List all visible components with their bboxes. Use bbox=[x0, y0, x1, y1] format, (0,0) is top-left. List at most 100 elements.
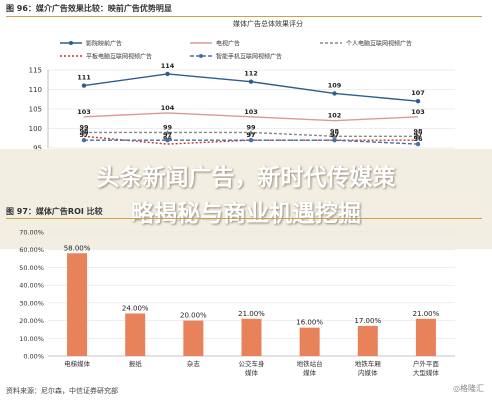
y-tick-label: 60.00% bbox=[19, 246, 44, 254]
data-point bbox=[415, 99, 421, 104]
data-point bbox=[332, 133, 337, 139]
data-point bbox=[332, 91, 337, 96]
data-point bbox=[415, 141, 421, 147]
data-label: 107 bbox=[411, 89, 425, 97]
category-label: 媒体 bbox=[303, 368, 317, 377]
figure1-title: 图 96：媒介广告效果比较：映前广告优势明显 bbox=[6, 4, 172, 13]
data-label: 97 bbox=[79, 131, 88, 139]
bar-value-label: 17.00% bbox=[354, 317, 381, 325]
figure2-title: 图 97：媒体广告ROI 比较 bbox=[6, 207, 103, 216]
legend-label: 影院映前广告 bbox=[86, 40, 122, 48]
legend-label: 个人电脑互联网视频广告 bbox=[346, 40, 412, 48]
bar bbox=[183, 320, 204, 356]
data-label: 98 bbox=[413, 127, 423, 135]
y-tick-label: 0.00% bbox=[23, 353, 44, 361]
line-chart-title: 媒体广告总体效果评分 bbox=[233, 19, 303, 28]
headline-line1: 头条新闻广告，新时代传媒策 bbox=[96, 165, 396, 191]
y-tick-label: 105 bbox=[29, 106, 42, 114]
data-point bbox=[415, 133, 421, 139]
data-point bbox=[81, 129, 87, 135]
category-label: 地铁车厢 bbox=[355, 359, 382, 368]
figure2-rule bbox=[6, 218, 482, 219]
data-label: 98 bbox=[79, 127, 89, 135]
data-point bbox=[248, 79, 254, 84]
category-label: 大型媒体 bbox=[413, 368, 440, 377]
bar bbox=[357, 325, 378, 356]
data-label: 103 bbox=[77, 108, 91, 116]
y-tick-label: 70.00% bbox=[19, 229, 44, 237]
article-headline[interactable]: 头条新闻广告，新时代传媒策 略揭秘与商业机遇挖掘 bbox=[0, 160, 492, 232]
data-label: 97 bbox=[163, 131, 172, 139]
data-point bbox=[248, 129, 254, 135]
line-chart: 媒体广告总体效果评分 影院映前广告 电视广告 个人电脑互联网视频广告平板电脑互联网视… bbox=[29, 19, 455, 153]
data-label: 111 bbox=[77, 74, 91, 82]
data-label: 97 bbox=[246, 131, 255, 139]
y-tick-label: 40.00% bbox=[19, 282, 44, 290]
data-point bbox=[165, 71, 170, 77]
data-label: 97 bbox=[330, 131, 339, 139]
bar-value-label: 58.00% bbox=[64, 244, 91, 252]
data-label: 102 bbox=[328, 112, 342, 120]
category-label: 杂志 bbox=[187, 359, 201, 368]
category-label: 公交车身 bbox=[239, 359, 266, 368]
legend-label: 电视广告 bbox=[216, 40, 240, 48]
series-line bbox=[84, 139, 419, 145]
y-tick-label: 10.00% bbox=[19, 335, 44, 343]
data-label: 104 bbox=[161, 104, 175, 112]
data-label: 99 bbox=[79, 123, 89, 131]
y-tick-label: 50.00% bbox=[19, 264, 44, 272]
legend-marker bbox=[199, 54, 203, 58]
data-label: 97 bbox=[413, 131, 422, 139]
data-point bbox=[165, 138, 170, 143]
bar bbox=[67, 253, 88, 356]
bar bbox=[415, 318, 436, 356]
bar bbox=[125, 313, 146, 356]
category-label: 地铁站台 bbox=[297, 359, 323, 368]
legend-label: 平板电脑互联网视频广告 bbox=[86, 53, 152, 61]
bar-chart: 0.00% 10.00% 20.00% 30.00% 40.00% 50.00% 60.00… bbox=[19, 229, 455, 377]
data-label: 99 bbox=[246, 123, 256, 131]
bar-value-label: 24.00% bbox=[122, 304, 149, 312]
bar-value-label: 21.00% bbox=[413, 310, 440, 318]
data-point bbox=[248, 138, 254, 143]
data-point bbox=[165, 129, 170, 135]
series-line bbox=[83, 112, 419, 122]
category-label: 电梯媒体 bbox=[64, 359, 91, 368]
figure1-rule bbox=[6, 16, 482, 17]
category-label: 媒体 bbox=[245, 368, 259, 377]
y-tick-label: 20.00% bbox=[19, 317, 44, 325]
y-tick-label: 95 bbox=[33, 145, 42, 153]
y-tick-label: 100 bbox=[29, 125, 42, 133]
bar bbox=[241, 318, 262, 356]
data-label: 99 bbox=[163, 123, 173, 131]
category-label: 报纸 bbox=[129, 359, 143, 368]
figure2-source: 资料来源：尼尔森，中信证券研究部 bbox=[6, 387, 118, 395]
series-line bbox=[83, 73, 419, 102]
bar-value-label: 16.00% bbox=[296, 319, 323, 327]
bar bbox=[299, 327, 320, 356]
data-point bbox=[81, 138, 87, 143]
bar-value-label: 20.00% bbox=[180, 312, 207, 320]
category-label: 内媒体 bbox=[358, 368, 378, 377]
data-label: 96 bbox=[413, 135, 423, 143]
y-tick-label: 110 bbox=[29, 86, 42, 94]
y-tick-label: 30.00% bbox=[19, 299, 44, 307]
headline-line2: 略揭秘与商业机遇挖掘 bbox=[131, 201, 361, 227]
y-tick-label: 115 bbox=[29, 67, 42, 75]
data-point bbox=[332, 138, 337, 143]
data-label: 112 bbox=[244, 70, 258, 78]
category-label: 户外平面 bbox=[413, 359, 440, 368]
data-label: 103 bbox=[411, 108, 425, 116]
legend-label: 智能手机互联网视频广告 bbox=[216, 53, 282, 61]
data-label: 109 bbox=[328, 81, 342, 89]
bar-value-label: 21.00% bbox=[238, 310, 265, 318]
legend-marker bbox=[69, 41, 73, 45]
data-label: 97 bbox=[330, 131, 339, 139]
data-point bbox=[81, 83, 87, 88]
data-label: 98 bbox=[330, 127, 340, 135]
watermark-logo: ◎格隆汇 bbox=[453, 384, 484, 393]
data-label: 97 bbox=[246, 131, 255, 139]
data-label: 114 bbox=[161, 62, 175, 70]
title-overlay bbox=[0, 149, 492, 249]
data-label: 103 bbox=[244, 108, 258, 116]
